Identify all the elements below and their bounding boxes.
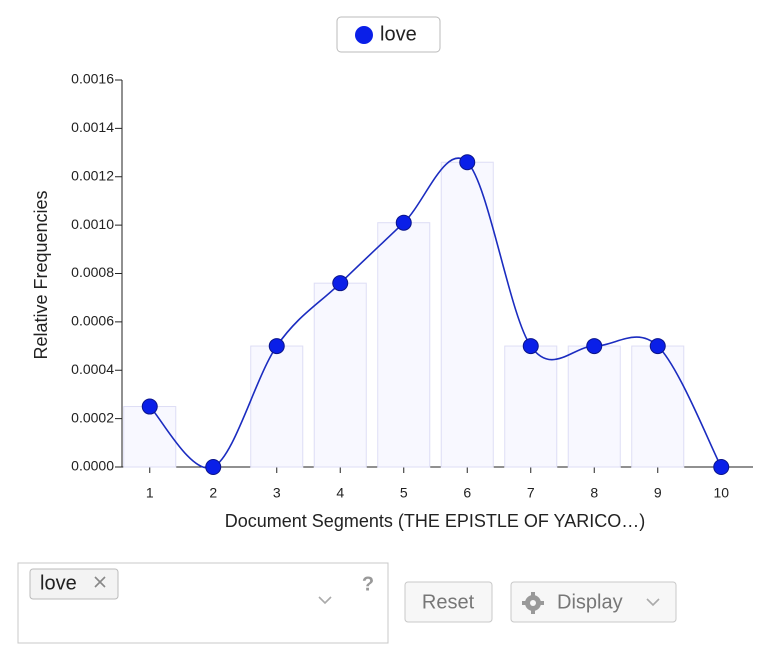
point bbox=[141, 398, 158, 415]
display-arrow bbox=[646, 598, 660, 607]
y-tick-label: 0.0000 bbox=[71, 458, 114, 474]
bar bbox=[504, 345, 558, 468]
x-tick-label: 9 bbox=[654, 485, 662, 501]
x-tick-label: 3 bbox=[273, 485, 281, 501]
tag-label: love bbox=[40, 572, 77, 594]
line bbox=[149, 157, 722, 469]
y-tick-label: 0.0016 bbox=[71, 71, 114, 87]
y-tick-label: 0.0010 bbox=[71, 216, 114, 232]
point bbox=[649, 338, 666, 355]
reset-label: Reset bbox=[422, 591, 475, 613]
legend-swatch bbox=[355, 26, 373, 44]
bar bbox=[631, 345, 685, 468]
y-axis-title: Relative Frequencies bbox=[31, 190, 51, 359]
point bbox=[332, 275, 349, 292]
y-tick-label: 0.0008 bbox=[71, 264, 114, 280]
x-tick-label: 2 bbox=[209, 485, 217, 501]
y-tick-label: 0.0002 bbox=[71, 409, 114, 425]
x-tick-label: 6 bbox=[463, 485, 471, 501]
gear-icon bbox=[522, 592, 544, 614]
tag-remove[interactable] bbox=[94, 576, 106, 588]
bar bbox=[250, 345, 304, 468]
bar bbox=[123, 406, 177, 468]
point bbox=[586, 338, 603, 355]
point bbox=[713, 459, 730, 475]
point bbox=[522, 338, 539, 355]
x-axis-title: Document Segments (THE EPISTLE OF YARICO… bbox=[225, 511, 645, 531]
point bbox=[268, 338, 285, 355]
bar bbox=[440, 161, 494, 468]
help-icon[interactable]: ? bbox=[362, 573, 374, 595]
x-tick-label: 4 bbox=[336, 485, 344, 501]
bar bbox=[567, 345, 621, 468]
display-label: Display bbox=[557, 591, 623, 613]
y-tick-label: 0.0006 bbox=[71, 313, 114, 329]
reset-button[interactable] bbox=[404, 581, 493, 623]
x-tick-label: 7 bbox=[527, 485, 535, 501]
bar bbox=[377, 222, 431, 468]
point bbox=[459, 154, 476, 171]
x-tick-label: 8 bbox=[590, 485, 598, 501]
display-button[interactable] bbox=[510, 581, 677, 623]
x-tick-label: 5 bbox=[400, 485, 408, 501]
point bbox=[205, 459, 222, 475]
x-tick-label: 10 bbox=[713, 485, 729, 501]
y-tick-label: 0.0014 bbox=[71, 119, 114, 135]
point bbox=[395, 214, 412, 231]
bar bbox=[313, 282, 367, 468]
x-tick-label: 1 bbox=[146, 485, 154, 501]
y-tick-label: 0.0004 bbox=[71, 361, 114, 377]
tag[interactable] bbox=[29, 568, 119, 600]
dropdown-arrow[interactable] bbox=[318, 596, 332, 605]
y-tick-label: 0.0012 bbox=[71, 167, 114, 183]
legend-label: love bbox=[380, 23, 417, 45]
